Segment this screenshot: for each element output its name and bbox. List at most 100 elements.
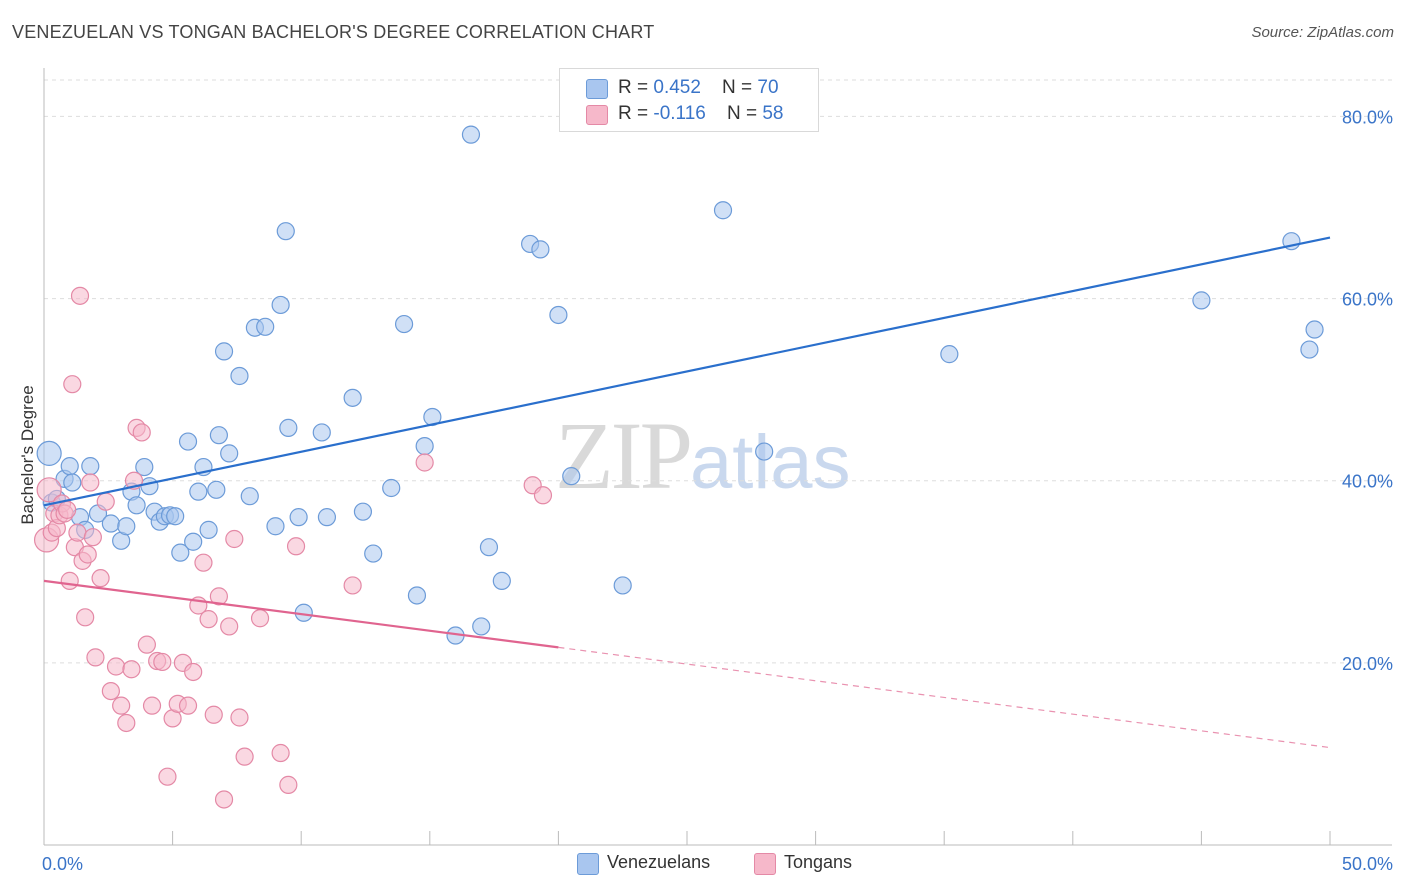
tongan-point: [250, 609, 270, 628]
venezuelan-point: [562, 467, 581, 486]
tongan-point: [68, 523, 87, 542]
watermark: ZIPatlas: [555, 400, 851, 511]
r-value: -0.116: [653, 103, 706, 124]
legend-swatch-venezuelans: [577, 853, 599, 875]
venezuelan-point: [266, 517, 285, 536]
venezuelan-point: [209, 426, 228, 445]
tongan-point: [230, 708, 249, 727]
venezuelan-point: [549, 305, 568, 325]
n-value: 58: [762, 103, 784, 124]
venezuelan-point: [207, 480, 226, 499]
y-axis-title: Bachelor's Degree: [18, 385, 37, 525]
tongan-point: [122, 660, 141, 679]
venezuelan-point: [382, 478, 401, 498]
tongan-point: [86, 648, 105, 667]
tongan-trend-line: [43, 579, 559, 649]
venezuelan-point: [312, 423, 331, 442]
venezuelan-point: [240, 487, 259, 506]
venezuelan-point: [230, 366, 249, 386]
n-value: 70: [757, 77, 779, 98]
tongan-point: [137, 635, 156, 654]
venezuelan-point: [101, 514, 120, 533]
venezuelan-point: [220, 444, 239, 463]
tongan-point: [343, 576, 362, 595]
venezuelan-point: [171, 543, 190, 562]
venezuelan-point: [36, 440, 62, 466]
r-label: R =: [618, 103, 654, 124]
tongan-point: [60, 571, 79, 590]
tongan-point: [112, 696, 131, 715]
venezuelan-point: [1305, 320, 1324, 339]
tongan-point: [209, 587, 228, 606]
venezuelan-point: [415, 437, 434, 456]
r-value: 0.452: [653, 77, 701, 98]
venezuelan-point: [60, 457, 79, 476]
venezuelan-point: [117, 517, 136, 536]
y-tick-label: 80.0%: [1342, 107, 1393, 127]
tongan-point: [199, 610, 218, 629]
source-label: Source: ZipAtlas.com: [1251, 24, 1394, 41]
venezuelan-point: [276, 222, 295, 241]
venezuelan-point: [394, 314, 414, 334]
watermark-zip: ZIP: [555, 402, 693, 509]
venezuelan-point: [713, 201, 733, 220]
venezuelan-point: [940, 345, 959, 364]
venezuelan-point: [81, 457, 100, 476]
venezuelan-point: [364, 544, 383, 563]
venezuelan-point: [472, 617, 491, 636]
tongan-point: [78, 545, 97, 564]
venezuelan-point: [755, 442, 774, 461]
venezuelan-point: [353, 502, 373, 521]
venezuelan-point: [189, 482, 208, 501]
r-label: R =: [618, 77, 654, 98]
legend-label-venezuelans: Venezuelans: [607, 852, 711, 872]
watermark-atlas: atlas: [690, 420, 851, 505]
tongan-point: [225, 529, 244, 549]
tongan-point: [286, 537, 306, 556]
venezuelan-point: [479, 538, 499, 557]
tongan-point: [36, 477, 62, 503]
tongan-point: [235, 747, 254, 766]
tongan-point: [184, 662, 203, 682]
venezuelan-trend-line: [43, 236, 1331, 507]
venezuelan-point: [1300, 340, 1319, 359]
tongan-point: [194, 553, 213, 572]
venezuelan-point: [343, 388, 362, 407]
tongan-point: [204, 705, 223, 724]
venezuelan-point: [1192, 291, 1211, 310]
x-tick-label: 50.0%: [1342, 854, 1393, 874]
venezuelan-point: [289, 508, 308, 527]
x-tick-label: 0.0%: [42, 854, 83, 874]
tongan-point: [214, 790, 234, 809]
tongan-point: [106, 657, 126, 676]
tongan-point: [220, 617, 239, 636]
venezuelan-point: [63, 473, 82, 492]
tongan-point: [81, 473, 100, 492]
stats-legend: R = 0.452 N = 70 R = -0.116 N = 58: [559, 68, 819, 132]
tongan-point: [178, 696, 198, 715]
n-label: N =: [726, 103, 763, 124]
tongan-point: [83, 528, 102, 547]
venezuelan-point: [140, 477, 159, 496]
tongan-point: [70, 286, 90, 305]
tongan-point: [415, 453, 434, 472]
venezuelan-point: [127, 496, 146, 515]
venezuelan-point: [184, 532, 203, 551]
venezuelan-point: [279, 418, 298, 437]
tongan-trend-extension: [558, 646, 1331, 749]
venezuelan-point: [199, 520, 218, 539]
venezuelan-point: [135, 457, 154, 477]
tongan-point: [271, 743, 290, 763]
venezuelan-point: [531, 240, 550, 259]
tongans-swatch: [586, 105, 608, 125]
venezuelans-swatch: [586, 79, 608, 99]
venezuelan-point: [492, 571, 511, 590]
venezuelan-point: [271, 295, 290, 315]
venezuelan-point: [256, 317, 275, 336]
venezuelan-point: [317, 508, 337, 527]
legend-swatch-tongans: [754, 853, 776, 875]
tongan-point: [279, 775, 298, 794]
tongan-point: [158, 767, 177, 786]
venezuelan-point: [613, 576, 632, 595]
